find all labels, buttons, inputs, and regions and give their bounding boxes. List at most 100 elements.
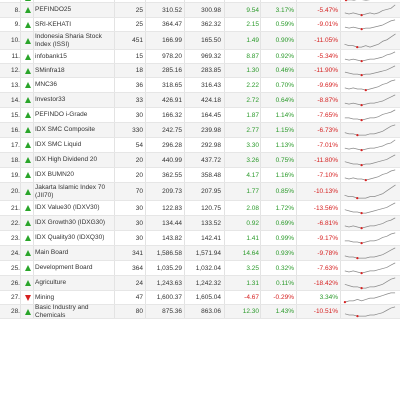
table-row[interactable]: 14. Investor33 33 426.91 424.18 2.72 0.64% -8.8… xyxy=(0,93,400,108)
column-divider xyxy=(224,50,225,63)
index-name[interactable]: BISNIS-27 xyxy=(35,0,115,2)
column-divider xyxy=(224,123,225,137)
column-divider xyxy=(224,261,225,275)
column-divider xyxy=(260,93,261,107)
index-name[interactable]: Agriculture xyxy=(35,279,67,286)
index-name[interactable]: Indonesia Sharia Stock Index (ISSI) xyxy=(35,32,102,48)
index-name[interactable]: IDX Quality30 (IDXQ30) xyxy=(35,234,105,241)
previous-price-cell: 437.72 xyxy=(201,156,221,164)
direction-cell xyxy=(23,276,32,290)
column-divider xyxy=(20,32,21,49)
last-price-cell: 426.91 xyxy=(162,96,182,104)
column-divider xyxy=(33,246,34,260)
change-cell: 2.15 xyxy=(246,21,259,28)
table-row[interactable]: 17. IDX SMC Liquid 54 296.28 292.98 3.30 1.13%… xyxy=(0,138,400,153)
table-row[interactable]: 7. BISNIS-2727506.10 503.60 2.500.50% -8.86% xyxy=(0,0,400,3)
index-name[interactable]: infobank15 xyxy=(35,52,67,60)
index-name[interactable]: Development Board xyxy=(35,264,93,271)
volume-cell: 330 xyxy=(132,126,143,134)
index-name[interactable]: Jakarta Islamic Index 70 (JII70) xyxy=(35,183,106,199)
percent-change-cell: 0.50% xyxy=(262,0,294,2)
column-divider xyxy=(20,246,21,260)
index-name[interactable]: SRI-KEHATI xyxy=(35,20,71,28)
change-cell: 2.08 xyxy=(246,204,259,212)
direction-cell xyxy=(23,168,32,182)
index-name[interactable]: Mining xyxy=(35,293,55,301)
percent-change-cell: 3.17% xyxy=(275,6,294,14)
column-divider xyxy=(114,50,115,63)
column-divider xyxy=(20,93,21,107)
row-number: 28. xyxy=(10,308,20,315)
direction-cell xyxy=(23,246,32,260)
table-row[interactable]: 10. Indonesia Sharia Stock Index (ISSI) 45… xyxy=(0,32,400,50)
last-price-cell: 242.75 xyxy=(162,126,182,134)
volume-cell: 25 xyxy=(135,21,143,28)
index-name[interactable]: IDX SMC Liquid xyxy=(35,141,82,148)
column-divider xyxy=(20,123,21,137)
index-name[interactable]: IDX High Dividend 20 xyxy=(35,156,98,163)
table-row[interactable]: 27. Mining 47 1,600.37 1,605.04 -4.67 -0.29% 3.… xyxy=(0,291,400,305)
column-divider xyxy=(260,246,261,260)
column-divider xyxy=(114,3,115,17)
table-row[interactable]: 28. Basic Industry and Chemicals 80 875.36 8… xyxy=(0,303,400,319)
table-row[interactable]: 24. Main Board 341 1,586.58 1,571.94 14.64 0.9… xyxy=(0,246,400,261)
percent-change-cell: 1.13% xyxy=(275,141,294,149)
table-row[interactable]: 21. IDX Value30 (IDXV30) 30 122.83 120.75 2.0… xyxy=(0,201,400,216)
sparkline-cell xyxy=(341,291,399,304)
change-cell: 1.87 xyxy=(246,111,259,119)
table-row[interactable]: 13. MNC36 36 318.65 316.43 2.22 0.70% -9.69% xyxy=(0,78,400,93)
arrow-up-icon xyxy=(24,188,31,195)
column-divider xyxy=(296,216,297,230)
table-row[interactable]: 12. SMinfra18 18 285.16 283.85 1.30 0.46% -11.9… xyxy=(0,64,400,78)
column-divider xyxy=(340,93,341,107)
previous-price-cell: 969.32 xyxy=(201,53,221,60)
column-divider xyxy=(260,153,261,167)
column-divider xyxy=(260,168,261,182)
index-name[interactable]: Basic Industry and Chemicals xyxy=(35,303,89,319)
index-name[interactable]: IDX BUMN20 xyxy=(35,171,75,178)
table-row[interactable]: 15. PEFINDO i-Grade 30 166.32 164.45 1.87 1.14… xyxy=(0,108,400,123)
column-divider xyxy=(20,78,21,92)
column-divider xyxy=(33,153,34,167)
direction-cell xyxy=(23,78,32,92)
sparkline-low-point xyxy=(360,164,363,167)
index-name[interactable]: Main Board xyxy=(35,249,69,256)
table-row[interactable]: 18. IDX High Dividend 20 20 440.99 437.72 3.2… xyxy=(0,153,400,168)
table-row[interactable]: 16. IDX SMC Composite 330 242.75 239.98 2.77 1… xyxy=(0,123,400,138)
column-divider xyxy=(184,64,185,77)
table-row[interactable]: 20. Jakarta Islamic Index 70 (JII70) 70 209… xyxy=(0,183,400,201)
sparkline-low-point xyxy=(360,287,363,290)
table-row[interactable]: 25. Development Board 364 1,035.29 1,032.04 3… xyxy=(0,261,400,276)
column-divider xyxy=(114,18,115,31)
table-row[interactable]: 8. PEFINDO25 25 310.52 300.98 9.54 3.17% -5.47% xyxy=(0,3,400,18)
index-name[interactable]: MNC36 xyxy=(35,81,58,88)
column-divider xyxy=(260,231,261,245)
index-name[interactable]: SMinfra18 xyxy=(35,66,65,74)
table-row[interactable]: 22. IDX Growth30 (IDXG30) 30 134.44 133.52 0.… xyxy=(0,216,400,231)
table-row[interactable]: 11. infobank15 15 978.20 969.32 8.87 0.92% -5.3… xyxy=(0,50,400,64)
column-divider xyxy=(20,231,21,245)
index-name[interactable]: IDX Growth30 (IDXG30) xyxy=(35,219,106,226)
column-divider xyxy=(33,32,34,49)
column-divider xyxy=(184,201,185,215)
last-price-cell: 285.16 xyxy=(162,67,182,74)
index-name[interactable]: PEFINDO i-Grade xyxy=(35,111,88,118)
table-row[interactable]: 19. IDX BUMN20 20 362.55 358.48 4.17 1.16% -7.1… xyxy=(0,168,400,183)
column-divider xyxy=(296,3,297,17)
index-name[interactable]: Investor33 xyxy=(35,96,66,103)
column-divider xyxy=(33,261,34,275)
row-number: 8. xyxy=(14,6,20,14)
change-cell: 8.87 xyxy=(246,53,259,60)
index-name[interactable]: IDX Value30 (IDXV30) xyxy=(35,204,100,211)
index-name[interactable]: IDX SMC Composite xyxy=(35,126,95,133)
column-divider xyxy=(340,168,341,182)
table-row[interactable]: 9. SRI-KEHATI 25 364.47 362.32 2.15 0.59% -9.01… xyxy=(0,18,400,32)
table-row[interactable]: 23. IDX Quality30 (IDXQ30) 30 143.82 142.41 1… xyxy=(0,231,400,246)
table-row[interactable]: 26. Agriculture 24 1,243.63 1,242.32 1.31 0.11… xyxy=(0,276,400,291)
column-divider xyxy=(145,231,146,245)
arrow-up-icon xyxy=(24,67,31,74)
row-number: 15. xyxy=(10,111,20,119)
index-name[interactable]: PEFINDO25 xyxy=(35,6,72,13)
column-divider xyxy=(114,231,115,245)
